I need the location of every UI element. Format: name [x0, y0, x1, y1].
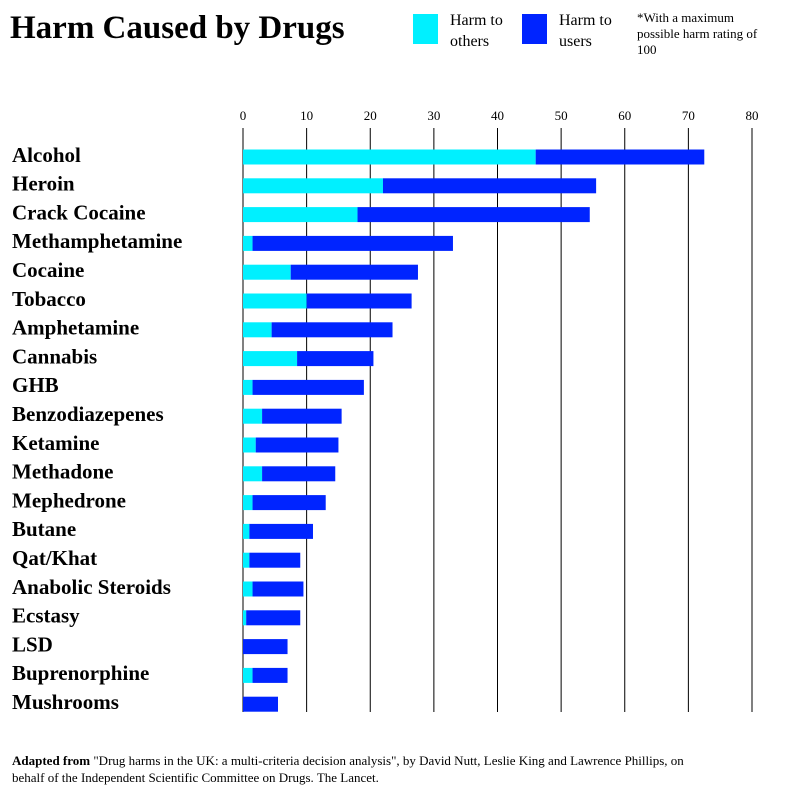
bar-segment [297, 351, 374, 367]
y-tick-label: Mephedrone [12, 488, 126, 512]
bar-segment [252, 581, 304, 597]
bar-segment [243, 466, 263, 482]
bar-segment [262, 408, 342, 424]
y-tick-label: Anabolic Steroids [12, 575, 171, 599]
bar-segment [243, 178, 383, 194]
y-tick-label: Crack Cocaine [12, 200, 146, 224]
bar-segment [243, 610, 247, 626]
bar-segment [255, 437, 339, 453]
y-tick-label: GHB [12, 373, 59, 397]
bar-segment [243, 639, 288, 655]
y-tick-label: Methamphetamine [12, 229, 182, 253]
x-tick-label: 60 [618, 108, 631, 123]
y-tick-label: Cocaine [12, 258, 84, 282]
bar-segment [252, 495, 326, 511]
bar-segment [535, 149, 705, 165]
bar-segment [252, 667, 288, 683]
bar-segment [382, 178, 597, 194]
legend-label: Harm to others [450, 12, 503, 50]
bar-segment [252, 235, 453, 251]
bar-segment [243, 379, 253, 395]
bar-segment [249, 523, 313, 539]
bar-segment [243, 293, 307, 309]
legend-label: Harm to users [559, 12, 612, 50]
bar-segment [252, 379, 364, 395]
y-tick-label: Mushrooms [12, 690, 119, 714]
legend-swatch [413, 14, 438, 44]
bar-segment [243, 264, 291, 280]
note: *With a maximum possible harm rating of … [637, 10, 758, 57]
chart: 0 10 20 30 40 50 60 70 80 Alcohol Heroin Crack Coca… [12, 108, 759, 714]
y-tick-label: Benzodiazepenes [12, 402, 164, 426]
bar-segment [243, 207, 358, 223]
bar-segment [271, 322, 393, 338]
chart-title: Harm Caused by Drugs [10, 10, 345, 46]
bar-segment [290, 264, 418, 280]
y-tick-label: Amphetamine [12, 316, 139, 340]
bar-segment [243, 523, 250, 539]
bar-segment [249, 552, 301, 568]
y-tick-label: Heroin [12, 172, 75, 196]
legend-swatch [522, 14, 547, 44]
bar-segment [243, 552, 250, 568]
y-tick-label: Methadone [12, 460, 114, 484]
bar-segment [243, 408, 263, 424]
x-tick-label: 70 [682, 108, 695, 123]
x-tick-label: 30 [427, 108, 440, 123]
bar-segment [243, 149, 536, 165]
y-tick-label: Ecstasy [12, 604, 80, 628]
x-tick-label: 10 [300, 108, 313, 123]
x-tick-label: 50 [555, 108, 568, 123]
bar-segment [262, 466, 336, 482]
bar-segment [246, 610, 301, 626]
y-tick-label: Ketamine [12, 431, 99, 455]
source-text: "Drug harms in the UK: a multi-criteria … [12, 753, 684, 785]
y-tick-label: Qat/Khat [12, 546, 97, 570]
y-tick-label: Buprenorphine [12, 661, 149, 685]
bar-segment [243, 235, 253, 251]
bar-segment [306, 293, 412, 309]
y-tick-label: LSD [12, 632, 53, 656]
bar-segment [243, 667, 253, 683]
y-tick-label: Butane [12, 517, 76, 541]
x-tick-label: 40 [491, 108, 504, 123]
x-tick-label: 20 [364, 108, 377, 123]
bar-segment [243, 437, 256, 453]
source: Adapted from "Drug harms in the UK: a mu… [12, 752, 692, 786]
y-tick-label: Cannabis [12, 344, 97, 368]
source-prefix: Adapted from [12, 753, 91, 768]
bar-segment [243, 696, 278, 712]
bar-segment [357, 207, 590, 223]
bar-segment [243, 581, 253, 597]
bar-segment [243, 351, 298, 367]
y-tick-label: Alcohol [12, 143, 81, 167]
bar-segment [243, 322, 272, 338]
x-tick-label: 0 [240, 108, 247, 123]
y-tick-label: Tobacco [12, 287, 86, 311]
bar-segment [243, 495, 253, 511]
x-tick-label: 80 [746, 108, 759, 123]
